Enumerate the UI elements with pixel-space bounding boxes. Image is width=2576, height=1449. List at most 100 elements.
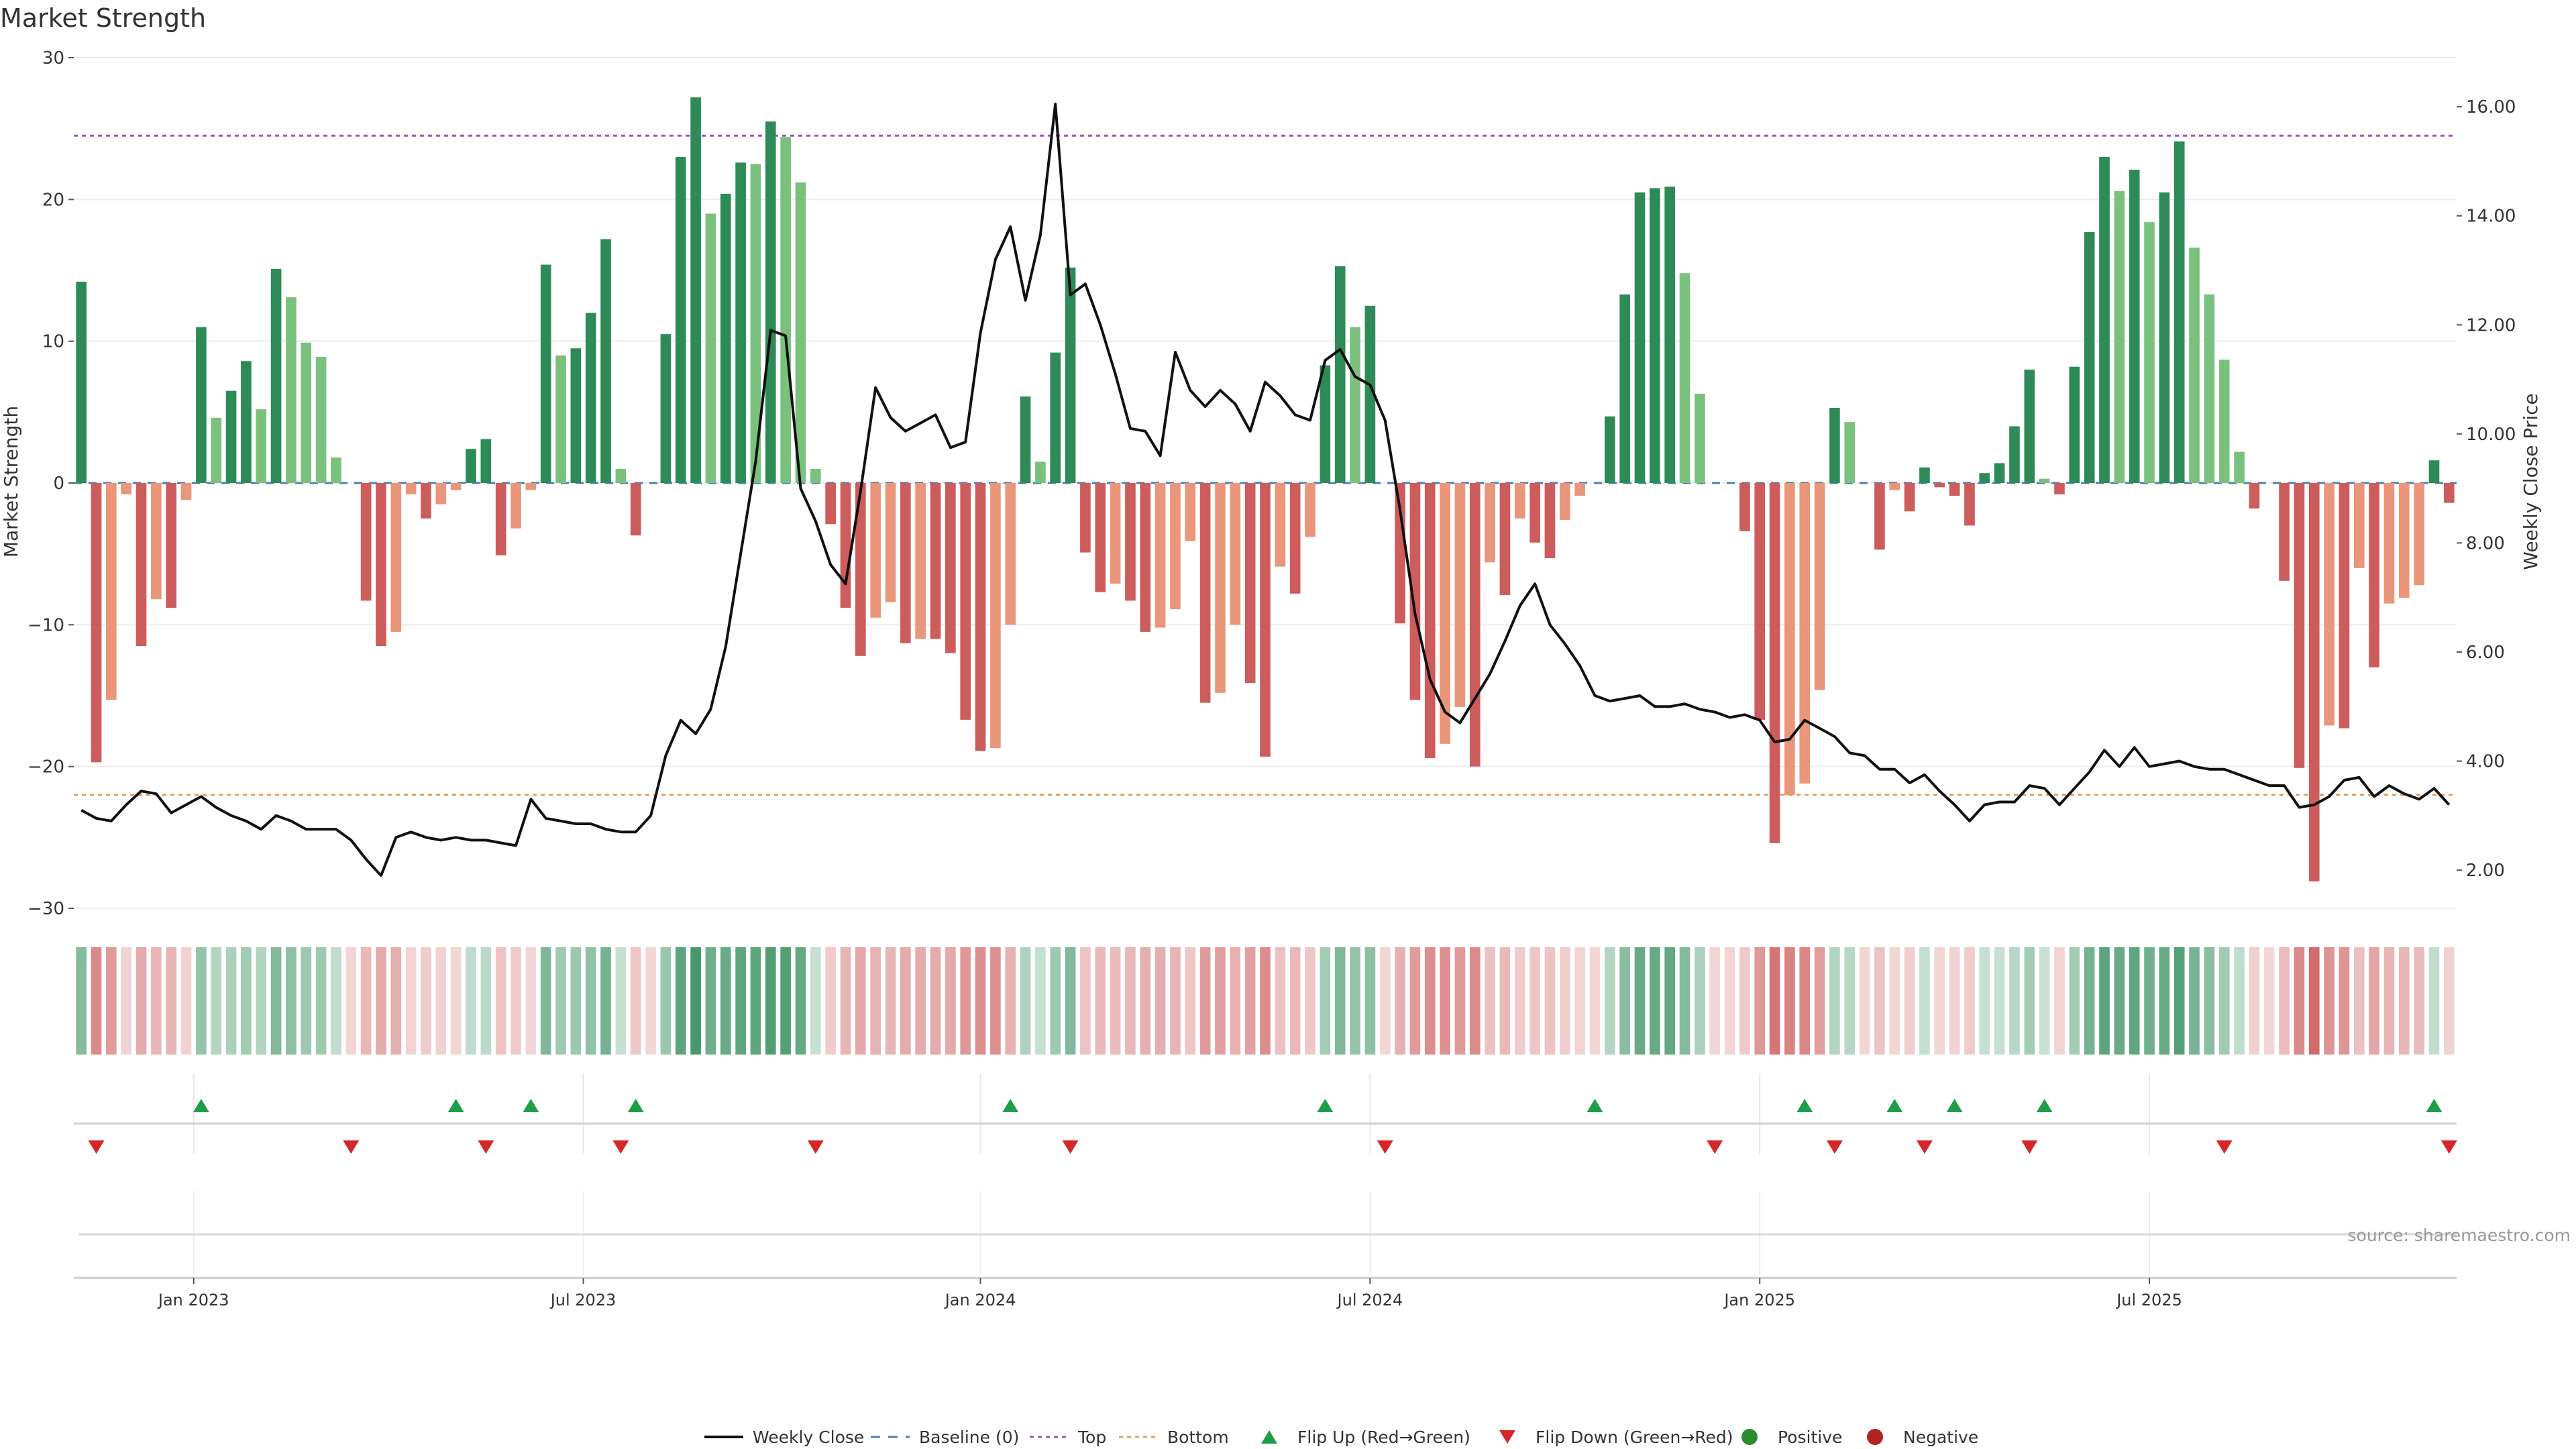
- legend-item: Positive: [1741, 1428, 1842, 1447]
- strength-strip-cell: [1679, 947, 1690, 1055]
- strength-strip-cell: [1095, 947, 1106, 1055]
- strength-strip-cell: [2129, 947, 2140, 1055]
- legend-label: Negative: [1903, 1428, 1978, 1447]
- strength-bar: [1844, 422, 1856, 483]
- strength-strip-cell: [2189, 947, 2200, 1055]
- flip-down-marker: [2021, 1140, 2038, 1154]
- strength-strip-cell: [211, 947, 222, 1055]
- source-note: source: sharemaestro.com: [2348, 1226, 2571, 1245]
- strength-bar: [2129, 169, 2140, 483]
- strength-bar: [405, 483, 417, 494]
- strength-bar: [466, 449, 476, 483]
- legend-flip-up-symbol: [1261, 1430, 1277, 1444]
- flip-down-marker: [1826, 1140, 1843, 1154]
- strength-bar: [2144, 222, 2155, 483]
- flip-up-marker: [523, 1099, 539, 1112]
- strength-bar: [705, 213, 716, 483]
- strength-strip-cell: [1604, 947, 1615, 1055]
- strength-bar: [1814, 483, 1825, 690]
- strength-bar: [241, 361, 252, 483]
- strength-strip-cell: [630, 947, 641, 1055]
- strength-strip-cell: [2218, 947, 2230, 1055]
- strength-bar: [1559, 483, 1570, 520]
- strength-strip-cell: [1020, 947, 1031, 1055]
- strength-strip-cell: [1005, 947, 1016, 1055]
- strength-bar: [1350, 327, 1360, 483]
- strength-strip-cell: [1170, 947, 1181, 1055]
- strength-strip-cell: [2159, 947, 2170, 1055]
- strength-bar: [421, 483, 431, 519]
- strength-strip-cell: [1619, 947, 1630, 1055]
- legend-flip-down-symbol: [1499, 1430, 1515, 1444]
- strength-strip-cell: [1799, 947, 1811, 1055]
- strength-strip-cell: [1320, 947, 1331, 1055]
- x-tick-label: Jul 2024: [1336, 1291, 1403, 1309]
- right-tick-label: 2.00: [2466, 861, 2505, 881]
- strength-strip-cell: [1739, 947, 1750, 1055]
- strength-bar: [1395, 483, 1405, 624]
- legend-item: Weekly Close: [704, 1428, 864, 1447]
- strength-bar: [1125, 483, 1136, 601]
- strength-bar: [2308, 483, 2320, 881]
- strength-strip-cell: [615, 947, 627, 1055]
- strength-bar: [870, 483, 881, 618]
- strength-bar: [2069, 366, 2080, 483]
- strength-strip-cell: [900, 947, 911, 1055]
- strength-strip-cell: [990, 947, 1001, 1055]
- strength-strip-cell: [1125, 947, 1136, 1055]
- weekly-close-line: [80, 103, 2451, 877]
- strength-strip-cell: [1215, 947, 1226, 1055]
- strength-strip-cell: [376, 947, 386, 1055]
- strength-strip-cell: [2353, 947, 2365, 1055]
- strength-bar: [1934, 483, 1945, 488]
- strength-bar: [2279, 483, 2290, 581]
- strength-bar: [2039, 478, 2050, 483]
- strength-strip-cell: [390, 947, 402, 1055]
- strength-strip-cell: [855, 947, 866, 1055]
- strength-strip-cell: [2324, 947, 2334, 1055]
- strength-strip-cell: [495, 947, 506, 1055]
- strength-strip-cell: [915, 947, 926, 1055]
- strength-strip-cell: [645, 947, 656, 1055]
- flip-down-marker: [2440, 1140, 2457, 1154]
- strength-strip-cell: [1784, 947, 1795, 1055]
- left-axis-label: Market Strength: [0, 406, 22, 557]
- strength-strip-cell: [1904, 947, 1915, 1055]
- strength-bar: [1949, 483, 1960, 496]
- strength-bar: [1110, 483, 1121, 584]
- strength-bar: [2009, 426, 2020, 483]
- strength-strip-cell: [106, 947, 117, 1055]
- left-tick-label: 0: [53, 474, 64, 494]
- strength-strip-cell: [225, 947, 237, 1055]
- strength-strip-cell: [1664, 947, 1675, 1055]
- strength-strip-cell: [1334, 947, 1346, 1055]
- strength-bar: [196, 327, 207, 483]
- flip-up-marker: [1886, 1099, 1903, 1112]
- strength-bar: [1050, 352, 1061, 483]
- strength-bar: [1230, 483, 1241, 625]
- strength-bar: [1514, 483, 1525, 519]
- strength-strip-cell: [166, 947, 177, 1055]
- strength-strip-cell: [1364, 947, 1376, 1055]
- left-tick-label: 10: [42, 332, 64, 352]
- strength-strip-cell: [540, 947, 551, 1055]
- strength-bar: [1260, 483, 1271, 757]
- strength-strip-cell: [1424, 947, 1436, 1055]
- strength-strip-cell: [1919, 947, 1930, 1055]
- strength-strip-cell: [2204, 947, 2215, 1055]
- strength-bar: [1005, 483, 1016, 625]
- strength-bar: [525, 483, 537, 490]
- strength-bar: [915, 483, 926, 639]
- strength-strip-cell: [660, 947, 672, 1055]
- strength-strip-cell: [525, 947, 537, 1055]
- strength-bar: [2114, 191, 2125, 483]
- strength-strip-cell: [1305, 947, 1316, 1055]
- strength-bar: [1170, 483, 1181, 610]
- strength-strip-cell: [1230, 947, 1241, 1055]
- strength-bar: [975, 483, 986, 751]
- strength-bar: [1664, 186, 1675, 483]
- strength-strip-cell: [2174, 947, 2185, 1055]
- strength-strip-cell: [2234, 947, 2245, 1055]
- right-tick-label: 6.00: [2466, 643, 2505, 663]
- strength-bar: [660, 334, 672, 483]
